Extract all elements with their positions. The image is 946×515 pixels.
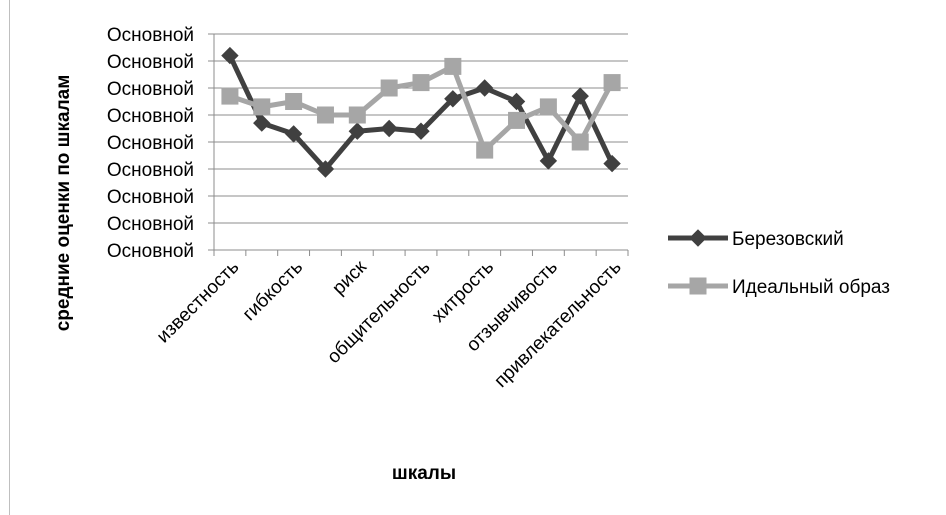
x-axis-title: шкалы	[392, 463, 456, 484]
data-point-diamond	[539, 152, 558, 170]
data-point-diamond	[380, 119, 398, 138]
data-point-square	[285, 93, 303, 110]
data-point-square	[253, 98, 271, 116]
x-tick-label: известность	[153, 257, 244, 348]
axes	[208, 33, 629, 256]
legend-label: Березовский	[732, 229, 844, 250]
legend-label: Идеальный образ	[732, 277, 890, 298]
x-tick-label: риск	[328, 256, 371, 299]
data-point-diamond	[507, 92, 526, 111]
data-point-square	[316, 106, 334, 124]
legend-entry-1: Березовский	[668, 229, 844, 250]
series	[221, 46, 621, 178]
data-point-diamond	[603, 154, 621, 173]
data-point-diamond	[253, 114, 271, 132]
data-point-square	[571, 133, 589, 151]
data-point-diamond	[221, 46, 239, 65]
y-tick-label: Основной	[107, 52, 194, 73]
y-tick-label: Основной	[107, 241, 194, 262]
y-tick-label: Основной	[107, 79, 194, 100]
data-point-diamond	[689, 229, 707, 247]
data-point-diamond	[284, 125, 303, 143]
y-tick-label: Основной	[107, 214, 194, 235]
data-point-square	[221, 87, 239, 105]
x-tick-label: гибкость	[239, 257, 307, 325]
series-2	[221, 57, 621, 159]
data-point-diamond	[444, 90, 462, 108]
data-point-diamond	[316, 160, 335, 178]
data-point-diamond	[571, 87, 589, 105]
y-tick-labels: Основной Основной Основной Основной Основной…	[107, 25, 194, 262]
y-tick-label: Основной	[107, 187, 194, 208]
data-point-square	[348, 106, 366, 124]
data-point-diamond	[475, 79, 494, 97]
data-point-square	[412, 74, 430, 92]
y-tick-label: Основной	[107, 25, 194, 46]
legend: Березовский Идеальный образ	[668, 229, 890, 298]
legend-entry-2: Идеальный образ	[668, 277, 890, 298]
x-tick-label: привлекательность	[490, 257, 625, 392]
series-1	[221, 46, 621, 178]
data-point-square	[539, 98, 557, 116]
data-point-diamond	[412, 122, 430, 140]
chart-border	[9, 0, 10, 515]
y-tick-label: Основной	[107, 133, 194, 154]
data-point-square	[444, 57, 462, 75]
y-tick-label: Основной	[107, 106, 194, 127]
y-tick-label: Основной	[107, 160, 194, 181]
data-point-square	[689, 277, 707, 295]
data-point-diamond	[348, 122, 367, 140]
data-point-square	[476, 141, 494, 159]
y-axis-title: средние оценки по шкалам	[53, 75, 74, 332]
data-point-square	[603, 74, 621, 92]
data-point-square	[380, 79, 398, 97]
data-point-square	[508, 111, 526, 129]
